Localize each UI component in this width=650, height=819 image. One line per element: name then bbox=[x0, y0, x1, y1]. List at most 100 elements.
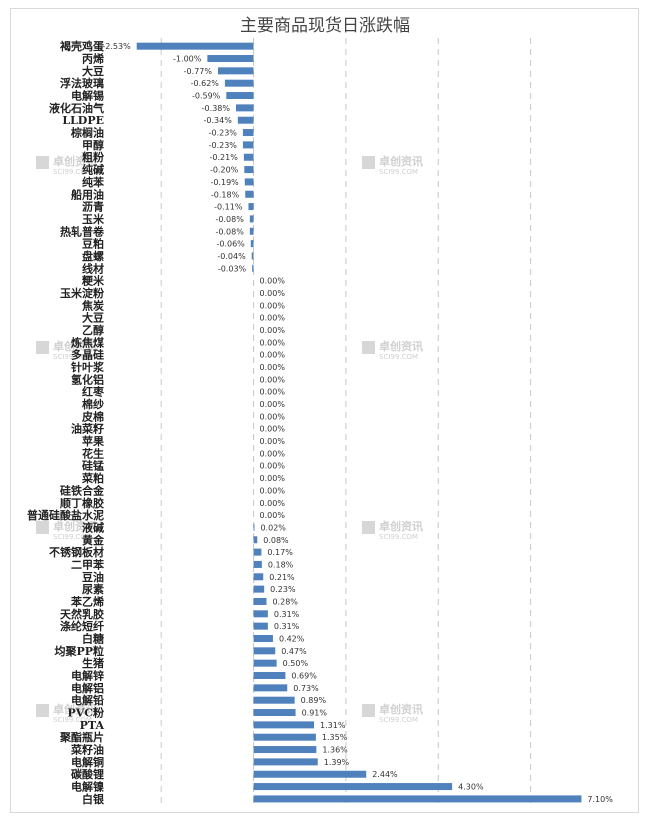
data-label: 0.02% bbox=[260, 523, 286, 532]
bar bbox=[253, 647, 276, 655]
bar bbox=[253, 758, 318, 766]
data-label: 0.00% bbox=[260, 449, 286, 458]
category-label: 白糖 bbox=[82, 631, 104, 645]
bar bbox=[249, 215, 254, 223]
bar bbox=[250, 240, 254, 248]
data-label: 0.00% bbox=[260, 400, 286, 409]
bars bbox=[136, 42, 582, 803]
data-label: 2.44% bbox=[372, 770, 398, 779]
bar bbox=[244, 178, 254, 186]
category-label: 苹果 bbox=[82, 434, 104, 448]
data-label: 0.47% bbox=[281, 647, 307, 656]
bar bbox=[253, 696, 295, 704]
data-label: -0.11% bbox=[214, 203, 243, 212]
category-label: 棕榈油 bbox=[70, 126, 104, 140]
data-label: -0.20% bbox=[210, 166, 239, 175]
data-label: 0.00% bbox=[260, 375, 286, 384]
bar bbox=[249, 227, 254, 235]
data-label: 0.21% bbox=[269, 573, 295, 582]
category-label: 不锈钢板材 bbox=[49, 545, 104, 559]
category-label: 粳米 bbox=[81, 274, 105, 288]
watermark-logo bbox=[362, 704, 375, 717]
bar bbox=[242, 129, 254, 137]
data-label: 0.00% bbox=[260, 486, 286, 495]
data-label: 1.31% bbox=[320, 721, 346, 730]
bar bbox=[245, 190, 254, 198]
bar bbox=[207, 55, 254, 63]
category-label: 液碱 bbox=[82, 520, 104, 534]
category-label: 针叶浆 bbox=[71, 360, 105, 374]
category-label: 电解锡 bbox=[71, 89, 104, 103]
data-label: 0.17% bbox=[267, 548, 293, 557]
chart-title: 主要商品现货日涨跌幅 bbox=[240, 16, 410, 36]
bar bbox=[253, 659, 277, 667]
category-label: 浮法玻璃 bbox=[60, 76, 104, 90]
category-label: 电解铝 bbox=[71, 681, 104, 695]
bar bbox=[253, 684, 288, 692]
data-label: 0.91% bbox=[302, 709, 328, 718]
data-label: 0.28% bbox=[272, 597, 298, 606]
category-label: 玉米 bbox=[82, 212, 105, 226]
data-label: -0.23% bbox=[209, 129, 238, 138]
bar bbox=[253, 733, 316, 741]
data-label: 1.36% bbox=[322, 746, 348, 755]
data-label: -0.34% bbox=[204, 116, 233, 125]
category-label: 大豆 bbox=[82, 311, 104, 325]
data-label: 0.00% bbox=[260, 474, 286, 483]
watermark-logo bbox=[36, 521, 49, 534]
bar bbox=[226, 92, 254, 100]
bar bbox=[253, 746, 317, 754]
data-label: 0.18% bbox=[268, 560, 294, 569]
data-label: 0.00% bbox=[260, 338, 286, 347]
bar bbox=[243, 153, 254, 161]
category-label: 普通硅酸盐水泥 bbox=[27, 508, 104, 522]
data-label: -0.38% bbox=[202, 104, 231, 113]
category-label: 线材 bbox=[82, 261, 104, 275]
watermark-subtext: SCI99.COM bbox=[53, 168, 92, 176]
data-label: -0.06% bbox=[216, 240, 245, 249]
chart-frame bbox=[10, 8, 639, 813]
data-label: -0.62% bbox=[191, 79, 220, 88]
category-label: 硅锰 bbox=[82, 459, 104, 473]
category-label: 涤纶短纤 bbox=[60, 619, 104, 633]
category-label: 油菜籽 bbox=[71, 422, 104, 436]
data-label: -2.53% bbox=[102, 42, 131, 51]
watermark-logo bbox=[36, 704, 49, 717]
category-label: 纯碱 bbox=[82, 163, 104, 177]
data-label: -0.08% bbox=[216, 227, 245, 236]
watermark-text: 卓创资讯 bbox=[53, 702, 97, 716]
category-label: 大豆 bbox=[82, 64, 104, 78]
category-label: 盘螺 bbox=[82, 249, 104, 263]
category-label: 豆油 bbox=[82, 570, 104, 584]
watermark-subtext: SCI99.COM bbox=[379, 168, 418, 176]
watermark-text: 卓创资讯 bbox=[53, 154, 97, 168]
watermark-text: 卓创资讯 bbox=[379, 519, 423, 533]
category-label: 炼焦煤 bbox=[71, 335, 105, 349]
bar bbox=[244, 166, 254, 174]
watermark-subtext: SCI99.COM bbox=[379, 353, 418, 361]
bar bbox=[253, 597, 267, 605]
category-label: 焦炭 bbox=[81, 298, 104, 312]
data-label: 0.42% bbox=[279, 634, 305, 643]
category-label: 沥青 bbox=[82, 200, 104, 214]
watermark-logo bbox=[362, 341, 375, 354]
bar bbox=[248, 203, 254, 211]
category-label: 纯苯 bbox=[82, 175, 105, 189]
bar bbox=[136, 42, 254, 50]
data-label: 4.30% bbox=[458, 783, 484, 792]
category-label: 均聚PP粒 bbox=[54, 644, 104, 658]
category-label: 碳酸锂 bbox=[71, 767, 104, 781]
data-label: -1.00% bbox=[173, 55, 202, 64]
category-label: 白银 bbox=[82, 792, 105, 806]
category-label: 乙醇 bbox=[82, 323, 104, 337]
category-label: 天然乳胶 bbox=[60, 607, 104, 621]
category-label: 聚酯瓶片 bbox=[59, 730, 104, 744]
watermark-logo bbox=[36, 156, 49, 169]
category-label: 氢化铝 bbox=[71, 372, 104, 386]
watermark-text: 卓创资讯 bbox=[379, 702, 423, 716]
